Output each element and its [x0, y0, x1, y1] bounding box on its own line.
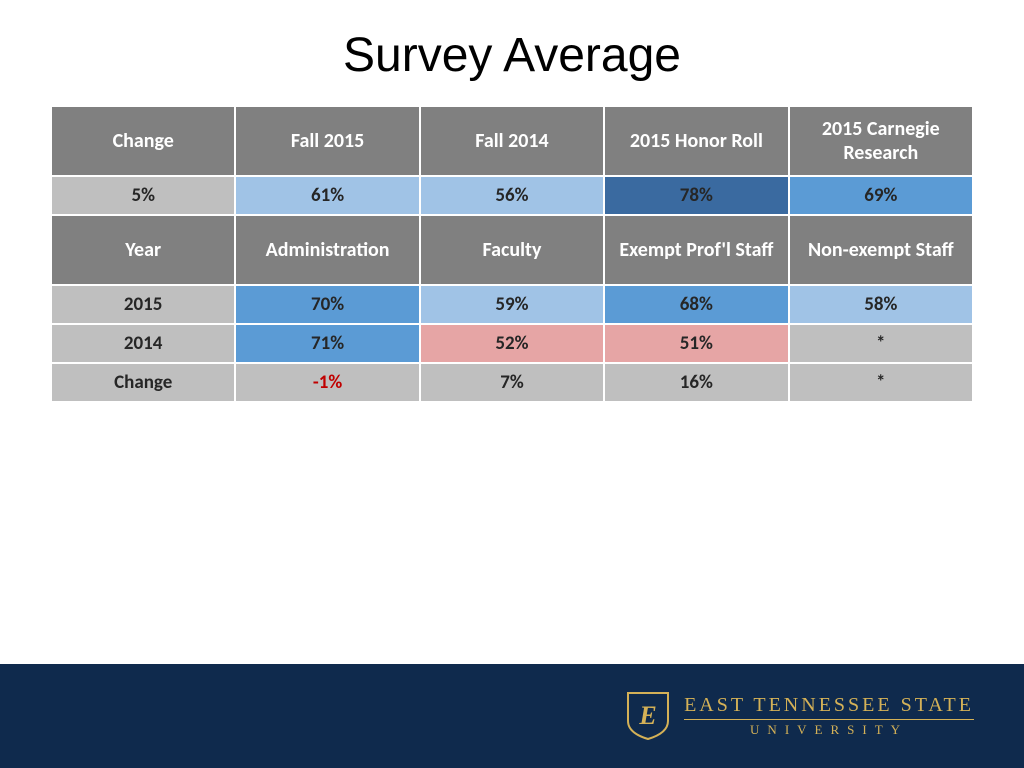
header-cell: Non-exempt Staff — [790, 216, 972, 284]
shield-letter: E — [638, 701, 656, 730]
data-cell: 70% — [236, 286, 418, 323]
university-name-main: EAST TENNESSEE STATE — [684, 694, 974, 720]
data-cell: 59% — [421, 286, 603, 323]
table-row: 5% 61% 56% 78% 69% — [52, 177, 972, 214]
footer-bar: E EAST TENNESSEE STATE UNIVERSITY — [0, 664, 1024, 768]
data-cell: -1% — [236, 364, 418, 401]
survey-table: Change Fall 2015 Fall 2014 2015 Honor Ro… — [50, 105, 974, 403]
data-cell: 16% — [605, 364, 787, 401]
table-header-row-1: Change Fall 2015 Fall 2014 2015 Honor Ro… — [52, 107, 972, 175]
row-label: 2014 — [52, 325, 234, 362]
slide-title: Survey Average — [0, 0, 1024, 105]
data-cell: 51% — [605, 325, 787, 362]
header-cell: 2015 Carnegie Research — [790, 107, 972, 175]
header-cell: Faculty — [421, 216, 603, 284]
table-row: Change -1% 7% 16% * — [52, 364, 972, 401]
data-cell: 78% — [605, 177, 787, 214]
university-text: EAST TENNESSEE STATE UNIVERSITY — [684, 694, 974, 737]
table-header-row-2: Year Administration Faculty Exempt Prof'… — [52, 216, 972, 284]
data-cell: * — [790, 325, 972, 362]
data-cell: 7% — [421, 364, 603, 401]
table-row: 2014 71% 52% 51% * — [52, 325, 972, 362]
header-cell: Exempt Prof'l Staff — [605, 216, 787, 284]
data-cell: 68% — [605, 286, 787, 323]
data-cell: 56% — [421, 177, 603, 214]
data-cell: 69% — [790, 177, 972, 214]
header-cell: Year — [52, 216, 234, 284]
university-name-sub: UNIVERSITY — [684, 723, 974, 737]
shield-icon: E — [626, 691, 670, 741]
header-cell: Fall 2015 — [236, 107, 418, 175]
data-cell: 52% — [421, 325, 603, 362]
data-cell: * — [790, 364, 972, 401]
university-logo: E EAST TENNESSEE STATE UNIVERSITY — [626, 691, 974, 741]
header-cell: Administration — [236, 216, 418, 284]
data-cell: 71% — [236, 325, 418, 362]
table-container: Change Fall 2015 Fall 2014 2015 Honor Ro… — [0, 105, 1024, 403]
data-cell: 61% — [236, 177, 418, 214]
header-cell: Change — [52, 107, 234, 175]
header-cell: Fall 2014 — [421, 107, 603, 175]
row-label: Change — [52, 364, 234, 401]
data-cell: 58% — [790, 286, 972, 323]
row-label: 5% — [52, 177, 234, 214]
row-label: 2015 — [52, 286, 234, 323]
header-cell: 2015 Honor Roll — [605, 107, 787, 175]
table-row: 2015 70% 59% 68% 58% — [52, 286, 972, 323]
